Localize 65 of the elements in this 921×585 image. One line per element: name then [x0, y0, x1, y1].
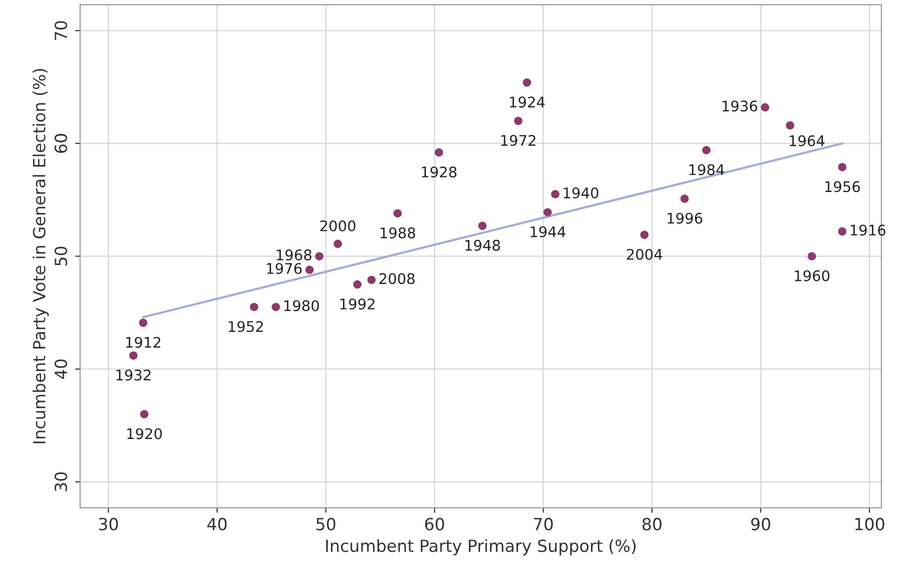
annotation: 1920	[127, 428, 162, 440]
point	[129, 351, 138, 360]
annotation: 1976	[267, 262, 302, 274]
point	[551, 190, 560, 198]
point	[478, 222, 487, 230]
y-tick-label: 60	[54, 134, 68, 153]
point	[315, 252, 324, 260]
x-tick-label: 70	[534, 518, 553, 530]
x-tick-label: 40	[207, 518, 227, 530]
point	[140, 410, 148, 418]
annotation: 1924	[510, 96, 545, 108]
annotation: 1912	[126, 336, 160, 348]
point	[543, 208, 552, 216]
annotation: 1972	[501, 134, 536, 146]
point	[680, 194, 689, 203]
point	[640, 230, 649, 239]
annotation: 1916	[850, 224, 886, 236]
x-axis-title: Incumbent Party Primary Support (%)	[326, 539, 636, 556]
annotation: 2000	[320, 220, 356, 232]
annotation: 2008	[380, 273, 415, 284]
annotation: 1980	[284, 300, 319, 312]
point	[139, 318, 148, 327]
annotation: 1952	[228, 321, 263, 332]
annotation: 1944	[530, 226, 566, 238]
point	[367, 276, 376, 284]
annotation: 1964	[790, 135, 824, 146]
annotation: 1960	[794, 270, 830, 282]
x-tick-label: 90	[751, 518, 770, 530]
x-tick-label: 80	[642, 518, 662, 530]
x-tick-label: 60	[425, 518, 444, 530]
y-tick-label: 70	[54, 21, 68, 40]
annotation: 1996	[668, 212, 702, 224]
annotation: 1936	[722, 100, 758, 112]
point	[434, 148, 444, 157]
point	[393, 209, 402, 218]
annotation: 1956	[825, 181, 860, 192]
y-tick-label: 50	[54, 246, 68, 266]
annotation: 1932	[116, 370, 150, 381]
point	[786, 121, 794, 130]
annotation: 1992	[340, 298, 374, 310]
annotation: 1948	[465, 240, 500, 251]
point	[522, 78, 532, 87]
annotation: 1988	[380, 227, 416, 238]
point	[702, 146, 711, 154]
point	[838, 162, 846, 172]
x-tick-label: 30	[99, 518, 118, 530]
annotation: 1984	[689, 164, 724, 176]
y-axis-title: Incumbent Party Vote in General Election (%)	[32, 69, 49, 444]
point	[760, 103, 770, 112]
y-tick-label: 40	[54, 360, 68, 379]
point	[808, 252, 816, 260]
annotation: 1968	[276, 249, 312, 260]
y-tick-label: 30	[54, 472, 68, 492]
x-tick-label: 100	[855, 518, 884, 530]
point	[305, 266, 314, 274]
point	[250, 302, 258, 312]
annotation: 2004	[626, 248, 662, 260]
annotation: 1940	[564, 187, 598, 198]
point	[272, 302, 280, 312]
point	[514, 116, 522, 126]
point	[334, 240, 342, 248]
x-tick-label: 50	[316, 518, 336, 530]
point	[838, 227, 846, 236]
annotation: 1928	[422, 166, 456, 178]
point	[353, 280, 362, 289]
